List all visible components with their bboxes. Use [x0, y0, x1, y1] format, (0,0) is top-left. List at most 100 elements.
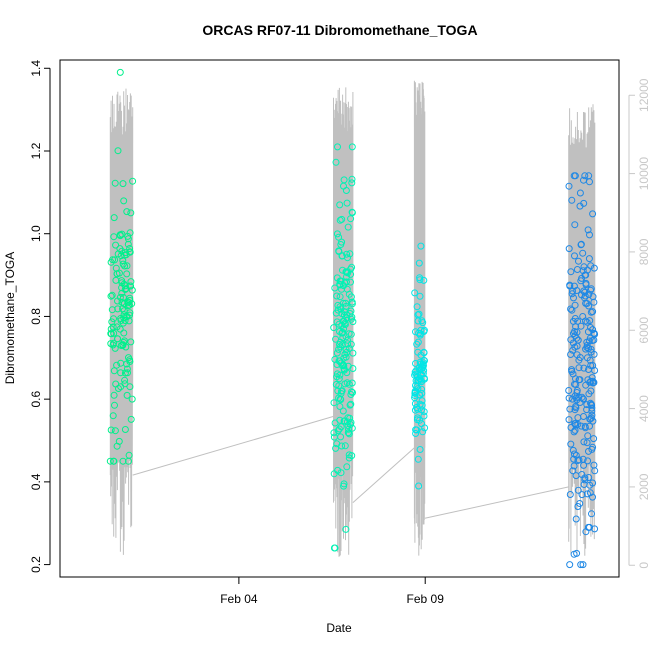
data-point [344, 223, 352, 231]
data-point [413, 416, 421, 424]
data-point [583, 401, 591, 409]
data-point [565, 245, 573, 253]
data-point [584, 376, 592, 384]
data-point [572, 323, 580, 331]
data-point [107, 426, 115, 434]
secondary-y-tick-label: 10000 [637, 157, 650, 191]
data-point [586, 415, 594, 423]
data-point [572, 381, 580, 388]
data-point [121, 376, 129, 384]
y-tick-label: 1.0 [29, 225, 43, 242]
data-point [571, 301, 579, 309]
data-point [416, 292, 424, 300]
data-point [111, 401, 118, 409]
data-point [338, 321, 346, 329]
data-point [340, 176, 348, 184]
data-point [108, 291, 116, 299]
data-point [344, 429, 352, 437]
data-point [581, 172, 589, 180]
data-point [331, 284, 339, 292]
data-point [120, 197, 128, 205]
data-point [567, 424, 575, 431]
x-tick-label: Feb 04 [220, 592, 258, 606]
data-point [336, 277, 344, 285]
data-point [336, 371, 344, 379]
data-point [421, 357, 428, 365]
data-point [110, 367, 118, 375]
data-point [124, 235, 132, 243]
data-point [330, 324, 338, 332]
data-point [566, 561, 574, 569]
data-point [589, 493, 596, 501]
data-point [588, 407, 596, 415]
data-point [587, 286, 594, 294]
data-point [418, 397, 426, 405]
data-point [344, 362, 352, 370]
data-point [416, 274, 424, 282]
data-point [344, 336, 351, 344]
data-point [570, 462, 578, 470]
data-point [336, 403, 344, 410]
data-point [349, 389, 356, 396]
data-point [109, 341, 117, 349]
data-point [574, 486, 582, 494]
data-point [333, 349, 341, 357]
data-point [342, 525, 350, 533]
data-point [339, 407, 347, 415]
data-point [420, 412, 428, 420]
y-tick-label: 0.8 [29, 308, 43, 325]
data-point [111, 256, 119, 264]
data-point [337, 469, 345, 477]
data-point [335, 382, 343, 390]
data-point [565, 182, 573, 190]
data-point [414, 455, 422, 463]
data-point [418, 406, 426, 414]
data-point [330, 399, 338, 407]
data-point [579, 395, 587, 403]
data-point [343, 463, 351, 471]
data-point [348, 379, 356, 387]
data-point [585, 255, 593, 263]
data-point [336, 343, 344, 351]
data-point [126, 245, 134, 252]
data-point [585, 474, 593, 481]
data-point [414, 348, 422, 356]
data-point [123, 391, 131, 399]
data-point [346, 401, 354, 409]
data-point [412, 360, 419, 367]
data-point [568, 366, 576, 374]
transit-line [352, 447, 415, 503]
data-point [571, 172, 579, 180]
data-point [348, 175, 356, 183]
data-point [339, 299, 347, 307]
data-point [566, 491, 574, 498]
data-point [575, 376, 583, 384]
data-point [581, 474, 589, 482]
data-point [342, 299, 350, 307]
data-point [341, 351, 349, 358]
data-point [342, 268, 350, 276]
data-point [588, 510, 595, 518]
data-point [114, 147, 122, 155]
data-point [587, 400, 595, 408]
data-point [581, 424, 589, 432]
data-point [583, 490, 591, 498]
data-point [418, 389, 426, 397]
data-point [119, 260, 127, 268]
data-point [127, 415, 135, 423]
data-point [586, 334, 594, 342]
data-point [587, 387, 595, 395]
data-point [336, 293, 344, 301]
data-point [107, 292, 115, 300]
data-point [587, 362, 595, 369]
data-point [587, 399, 594, 407]
data-point [570, 294, 577, 302]
secondary-y-tick-label: 8000 [637, 238, 650, 265]
data-point [565, 387, 573, 394]
data-point [129, 177, 137, 185]
data-point [418, 317, 426, 325]
data-point [569, 446, 577, 454]
data-point [119, 457, 127, 465]
data-point [121, 286, 129, 293]
